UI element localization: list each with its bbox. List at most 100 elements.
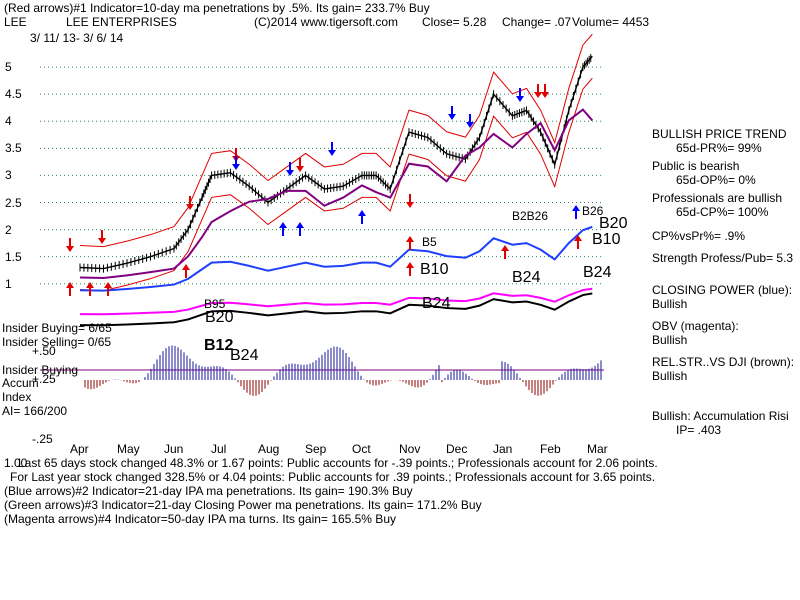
acc-tick-25: +.25 bbox=[32, 372, 56, 386]
buy-arrow bbox=[406, 236, 414, 242]
footer-line5: (Magenta arrows)#4 Indicator=50-day IPA … bbox=[4, 512, 396, 526]
sell-arrow bbox=[186, 204, 194, 210]
blue-buy-arrow bbox=[279, 222, 287, 228]
footer-line4: (Green arrows)#3 Indicator=21-day Closin… bbox=[4, 498, 482, 512]
sell-arrow bbox=[534, 92, 542, 98]
signal-b24-bottom: B24 bbox=[230, 347, 259, 364]
closing-power-title: CLOSING POWER (blue): bbox=[652, 283, 793, 297]
signal-b10-top: B10 bbox=[592, 231, 621, 248]
volume-value: Volume= 4453 bbox=[572, 15, 650, 29]
sell-arrow bbox=[296, 166, 304, 172]
y-tick-label: 3.5 bbox=[5, 141, 22, 156]
obv-line bbox=[79, 287, 593, 316]
blue-sell-arrow bbox=[232, 164, 240, 170]
y-tick-label: 3 bbox=[5, 168, 12, 183]
blue-buy-arrow bbox=[296, 222, 304, 228]
signal-b10: B10 bbox=[420, 261, 449, 278]
x-month-label: Jan bbox=[493, 442, 513, 456]
close-value: Close= 5.28 bbox=[422, 15, 487, 29]
signal-b2b26: B2B26 bbox=[512, 209, 549, 223]
signal-b12: B12 bbox=[204, 337, 234, 354]
buy-arrow bbox=[501, 245, 509, 251]
change-value: Change= .07 bbox=[502, 15, 572, 29]
insider-buying: Insider Buying= 6/65 bbox=[2, 321, 112, 335]
overlap-text: 1.00 bbox=[4, 456, 28, 470]
pros-bullish: Professionals are bullish bbox=[652, 191, 783, 205]
signal-b20-top: B20 bbox=[599, 215, 628, 232]
upper-band bbox=[79, 33, 593, 248]
public-bearish: Public is bearish bbox=[652, 159, 740, 173]
closing-power-value: Bullish bbox=[652, 297, 688, 311]
ai-label-index: Index bbox=[2, 390, 32, 404]
footer-line2: For Last year stock changed 328.5% or 4.… bbox=[10, 470, 656, 484]
sell-arrow bbox=[406, 202, 414, 208]
cp-value: 65d-CP%= 100% bbox=[676, 205, 769, 219]
ip-value: IP= .403 bbox=[676, 423, 722, 437]
x-month-label: Jun bbox=[164, 442, 184, 456]
insider-selling: Insider Selling= 0/65 bbox=[2, 335, 112, 349]
date-range: 3/ 11/ 13- 3/ 6/ 14 bbox=[30, 31, 124, 45]
buy-arrow bbox=[86, 282, 94, 288]
x-month-label: Aug bbox=[258, 442, 280, 456]
sell-arrow bbox=[541, 92, 549, 98]
cp-vs-pr: CP%vsPr%= .9% bbox=[652, 229, 746, 243]
relstr-line bbox=[79, 292, 593, 327]
y-tick-label: 1 bbox=[5, 276, 12, 291]
obv-value: Bullish bbox=[652, 333, 688, 347]
signal-b5: B5 bbox=[422, 235, 437, 249]
x-month-label: Nov bbox=[399, 442, 421, 456]
y-tick-label: 4.5 bbox=[5, 87, 22, 102]
x-month-label: Oct bbox=[352, 442, 371, 456]
blue-sell-arrow bbox=[516, 96, 524, 102]
blue-buy-arrow bbox=[572, 205, 580, 211]
relstr-title: REL.STR..VS DJI (brown): bbox=[652, 355, 795, 369]
ticker: LEE bbox=[4, 15, 27, 29]
footer-line1: Last 65 days stock changed 48.3% or 1.67… bbox=[18, 456, 658, 470]
relstr-value: Bullish bbox=[652, 369, 688, 383]
signal-b26: B26 bbox=[582, 204, 604, 218]
blue-sell-arrow bbox=[466, 122, 474, 128]
obv-title: OBV (magenta): bbox=[652, 319, 739, 333]
acc-tick-neg25: -.25 bbox=[32, 432, 53, 446]
blue-buy-arrow bbox=[358, 210, 366, 216]
x-month-label: Apr bbox=[70, 442, 89, 456]
closing-power-line bbox=[79, 225, 593, 292]
company-name: LEE ENTERPRISES bbox=[66, 15, 177, 29]
ai-value: AI= 166/200 bbox=[2, 404, 68, 418]
x-month-label: Feb bbox=[540, 442, 561, 456]
footer-line3: (Blue arrows)#2 Indicator=21-day IPA ma … bbox=[4, 484, 413, 498]
strength-ratio: Strength Profess/Pub= 5.3 bbox=[652, 251, 794, 265]
signal-b20-lower: B20 bbox=[205, 309, 234, 326]
bullish-price-trend-title: BULLISH PRICE TREND bbox=[652, 127, 787, 141]
price-line bbox=[79, 55, 593, 270]
blue-sell-arrow bbox=[328, 150, 336, 156]
op-value: 65d-OP%= 0% bbox=[676, 173, 756, 187]
x-month-label: Dec bbox=[446, 442, 468, 456]
ai-label-accum: Accum bbox=[2, 376, 39, 390]
y-tick-label: 2 bbox=[5, 222, 12, 237]
accumulation-note: Bullish: Accumulation Risi bbox=[652, 409, 789, 423]
ma50-line bbox=[79, 108, 594, 280]
blue-sell-arrow bbox=[448, 114, 456, 120]
y-tick-label: 4 bbox=[5, 114, 12, 129]
lower-band bbox=[79, 77, 593, 292]
signal-b24-lower: B24 bbox=[422, 295, 451, 312]
x-month-label: May bbox=[117, 442, 140, 456]
y-tick-label: 2.5 bbox=[5, 195, 22, 210]
copyright: (C)2014 www.tigersoft.com bbox=[254, 15, 399, 29]
y-tick-label: 5 bbox=[5, 60, 12, 75]
signal-b24-mid: B24 bbox=[512, 269, 541, 286]
x-month-label: Mar bbox=[587, 442, 608, 456]
blue-sell-arrow bbox=[286, 170, 294, 176]
acc-tick-50: +.50 bbox=[32, 344, 56, 358]
sell-arrow bbox=[66, 246, 74, 252]
buy-arrow bbox=[104, 282, 112, 288]
buy-arrow bbox=[66, 282, 74, 288]
signal-b95: B95 bbox=[204, 297, 226, 311]
x-month-label: Jul bbox=[211, 442, 227, 456]
pr-value: 65d-PR%= 99% bbox=[676, 141, 762, 155]
buy-arrow bbox=[406, 262, 414, 268]
sell-arrow bbox=[98, 238, 106, 244]
